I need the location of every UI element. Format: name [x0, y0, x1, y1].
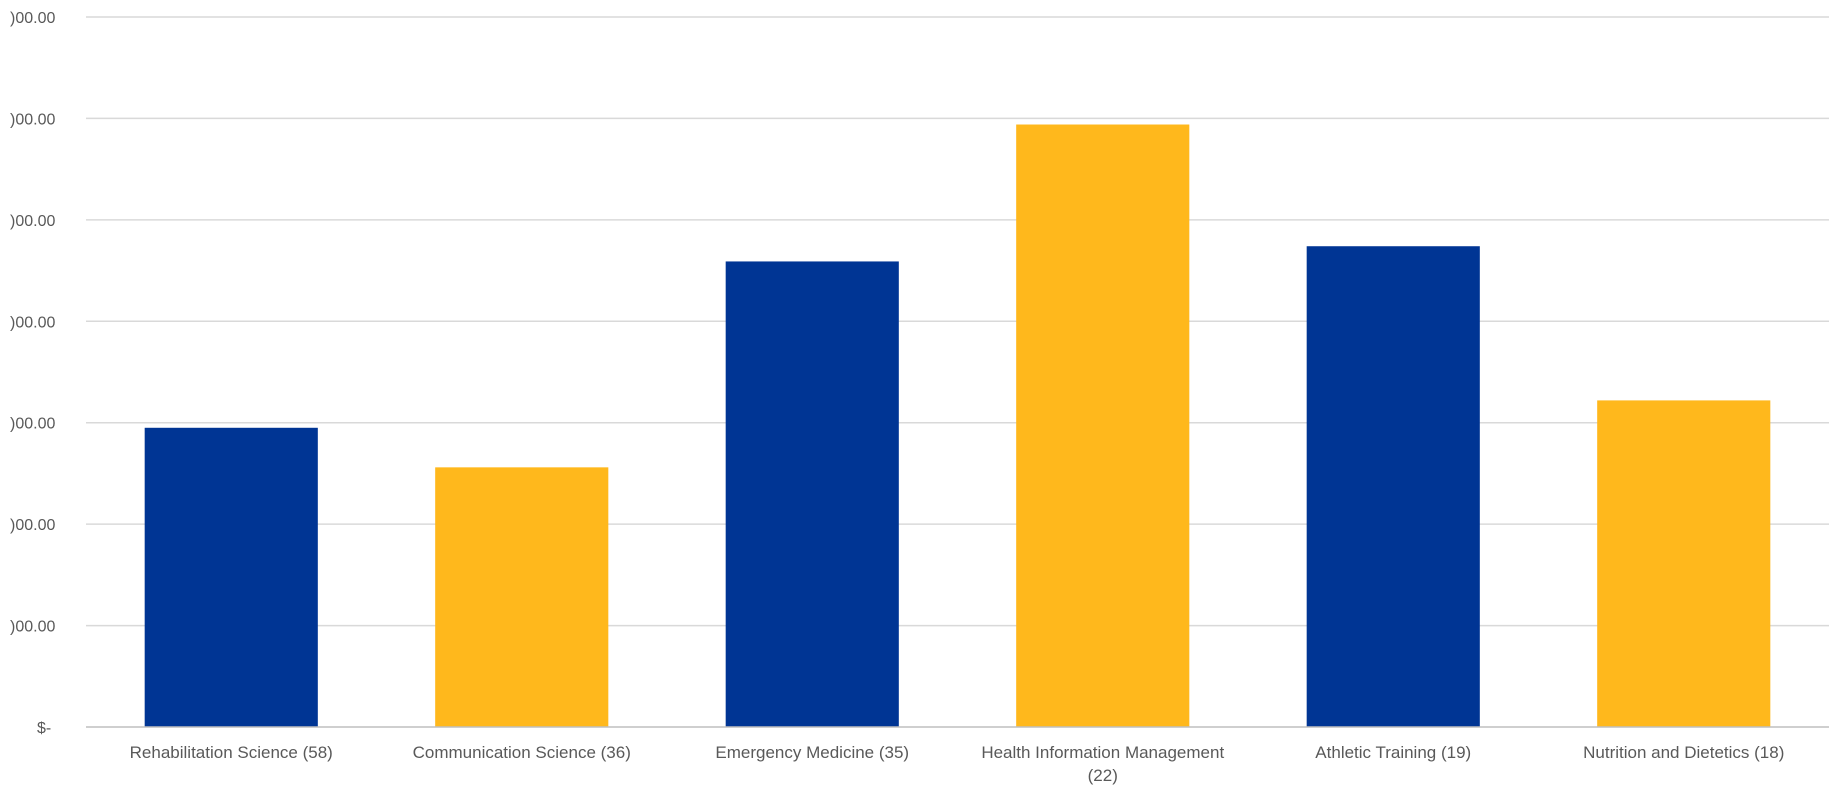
x-axis-labels: Rehabilitation Science (58) Communication…	[130, 743, 1785, 785]
bar	[1016, 124, 1190, 727]
x-tick-label: Nutrition and Dietetics (18)	[1583, 743, 1784, 762]
x-tick-label: Communication Science (36)	[413, 743, 631, 762]
y-tick-label: )00.00	[10, 314, 55, 331]
bars	[144, 124, 1771, 727]
y-tick-label: )00.00	[10, 619, 55, 636]
y-tick-label: )00.00	[10, 517, 55, 534]
y-tick-label: )00.00	[10, 111, 55, 128]
x-tick-label: Athletic Training (19)	[1315, 743, 1471, 762]
x-tick-label: Health Information Management (22)	[981, 743, 1224, 785]
bar	[144, 427, 318, 727]
y-tick-label: )00.00	[10, 213, 55, 230]
y-tick-label: $-	[37, 720, 51, 737]
x-tick-label: Rehabilitation Science (58)	[130, 743, 333, 762]
y-tick-label: )00.00	[10, 10, 55, 27]
bar	[725, 261, 899, 727]
y-axis-labels: )00.00 )00.00 )00.00 )00.00 )00.00 )00.00 )00.…	[10, 10, 55, 737]
bar	[1597, 400, 1771, 727]
x-tick-label: Emergency Medicine (35)	[715, 743, 909, 762]
bar	[435, 467, 609, 727]
y-tick-label: )00.00	[10, 416, 55, 433]
gridlines	[86, 16, 1829, 627]
bar	[1306, 246, 1480, 727]
